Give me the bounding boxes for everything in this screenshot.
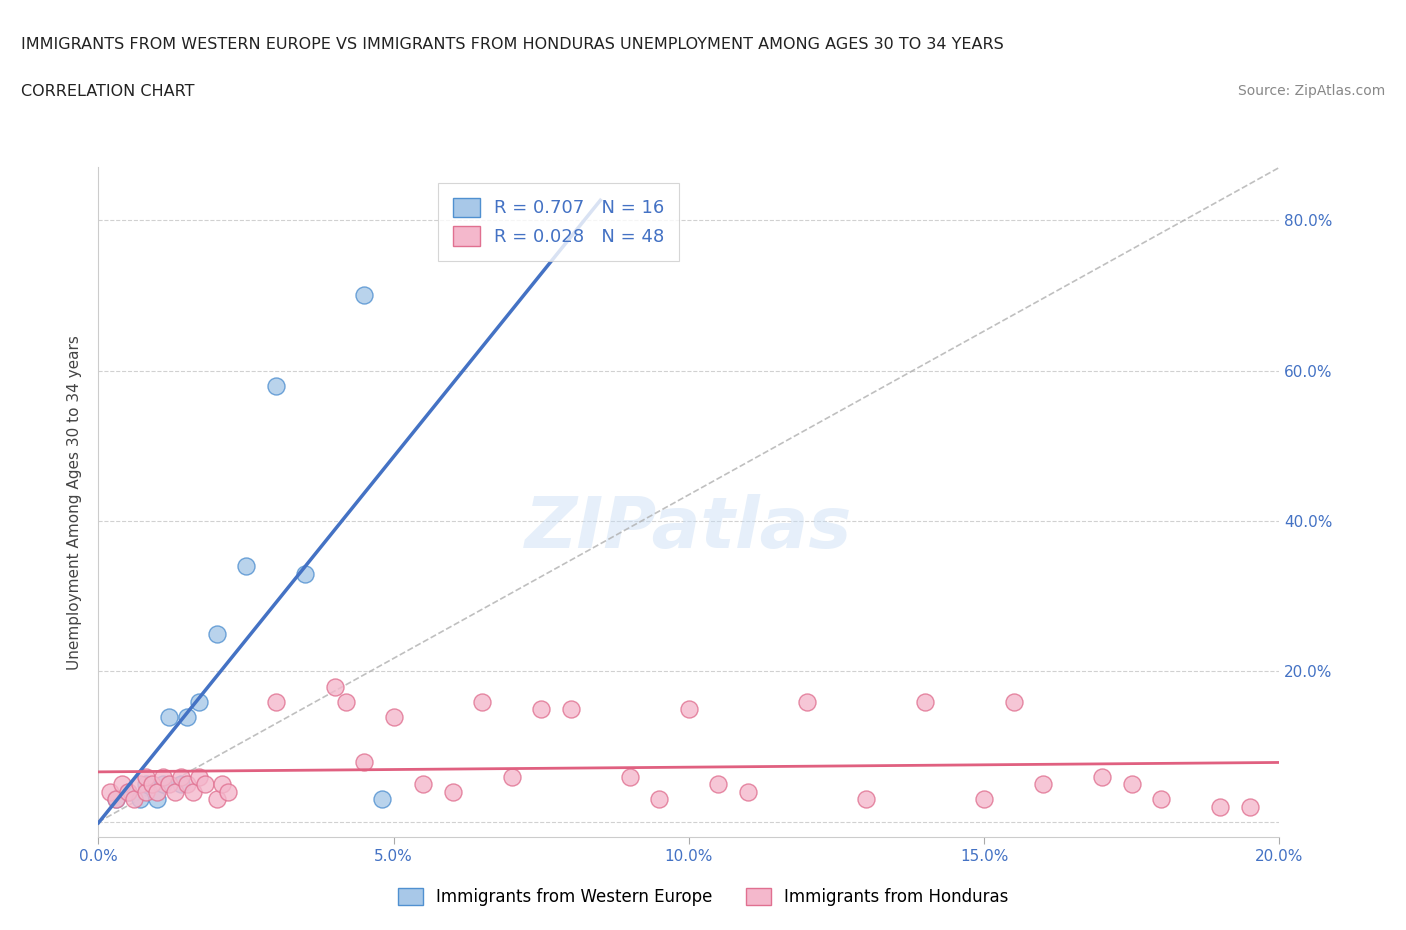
Point xyxy=(122,792,145,807)
Point xyxy=(141,777,163,791)
Point xyxy=(211,777,233,791)
Point xyxy=(1121,777,1143,791)
Text: IMMIGRANTS FROM WESTERN EUROPE VS IMMIGRANTS FROM HONDURAS UNEMPLOYMENT AMONG AG: IMMIGRANTS FROM WESTERN EUROPE VS IMMIGR… xyxy=(21,37,1004,52)
Text: CORRELATION CHART: CORRELATION CHART xyxy=(21,84,194,99)
Point xyxy=(678,701,700,716)
Point xyxy=(98,784,121,799)
Legend: Immigrants from Western Europe, Immigrants from Honduras: Immigrants from Western Europe, Immigran… xyxy=(391,881,1015,912)
Point xyxy=(353,288,375,303)
Legend: R = 0.707   N = 16, R = 0.028   N = 48: R = 0.707 N = 16, R = 0.028 N = 48 xyxy=(439,183,679,260)
Point xyxy=(135,784,157,799)
Point xyxy=(264,694,287,709)
Point xyxy=(187,769,209,784)
Point xyxy=(176,710,198,724)
Point xyxy=(187,694,209,709)
Point xyxy=(412,777,434,791)
Text: Source: ZipAtlas.com: Source: ZipAtlas.com xyxy=(1237,84,1385,98)
Point xyxy=(194,777,217,791)
Point xyxy=(176,777,198,791)
Point xyxy=(170,777,193,791)
Point xyxy=(737,784,759,799)
Point xyxy=(1032,777,1054,791)
Point xyxy=(353,754,375,769)
Point xyxy=(205,627,228,642)
Point xyxy=(205,792,228,807)
Point xyxy=(135,777,157,791)
Point xyxy=(157,777,180,791)
Point xyxy=(294,566,316,581)
Point xyxy=(146,792,169,807)
Point xyxy=(501,769,523,784)
Point xyxy=(128,777,150,791)
Point xyxy=(707,777,730,791)
Point xyxy=(135,769,157,784)
Point xyxy=(973,792,995,807)
Point xyxy=(471,694,494,709)
Point xyxy=(1209,800,1232,815)
Point xyxy=(560,701,582,716)
Point xyxy=(105,792,128,807)
Point xyxy=(855,792,877,807)
Point xyxy=(152,769,174,784)
Point xyxy=(181,784,204,799)
Point xyxy=(914,694,936,709)
Point xyxy=(441,784,464,799)
Point xyxy=(170,769,193,784)
Point xyxy=(619,769,641,784)
Point xyxy=(111,777,134,791)
Point xyxy=(146,784,169,799)
Point xyxy=(217,784,239,799)
Point xyxy=(165,784,187,799)
Point xyxy=(382,710,405,724)
Point xyxy=(335,694,357,709)
Point xyxy=(796,694,818,709)
Point xyxy=(371,792,394,807)
Point xyxy=(530,701,553,716)
Point xyxy=(323,679,346,694)
Point xyxy=(1150,792,1173,807)
Y-axis label: Unemployment Among Ages 30 to 34 years: Unemployment Among Ages 30 to 34 years xyxy=(67,335,83,670)
Point xyxy=(1002,694,1025,709)
Point xyxy=(157,710,180,724)
Text: ZIPatlas: ZIPatlas xyxy=(526,495,852,564)
Point xyxy=(152,777,174,791)
Point xyxy=(105,792,128,807)
Point xyxy=(264,379,287,393)
Point xyxy=(1091,769,1114,784)
Point xyxy=(648,792,671,807)
Point xyxy=(1239,800,1261,815)
Point xyxy=(117,784,139,799)
Point xyxy=(117,784,139,799)
Point xyxy=(235,559,257,574)
Point xyxy=(128,792,150,807)
